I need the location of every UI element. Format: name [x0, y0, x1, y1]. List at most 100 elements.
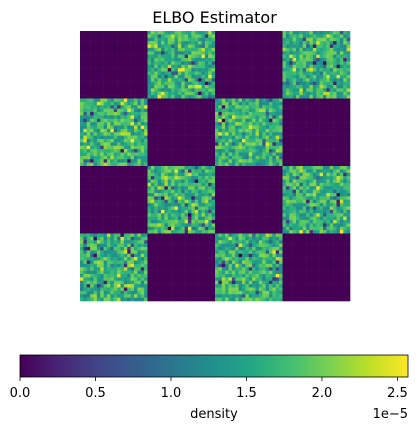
heatmap-cell [194, 47, 199, 52]
heatmap-cell [296, 44, 300, 49]
heatmap-cell [306, 233, 310, 238]
heatmap-cell [134, 101, 138, 106]
heatmap-cell [265, 209, 270, 214]
heatmap-cell [177, 68, 182, 72]
heatmap-cell [272, 176, 277, 180]
heatmap-cell [296, 186, 300, 190]
heatmap-cell [242, 189, 246, 194]
heatmap-cell [228, 220, 233, 224]
heatmap-cell [336, 152, 341, 157]
heatmap-cell [215, 64, 219, 69]
heatmap-cell [86, 78, 91, 82]
heatmap-cell [171, 118, 175, 123]
heatmap-cell [275, 44, 280, 49]
heatmap-cell [289, 172, 293, 177]
heatmap-cell [188, 91, 192, 96]
heatmap-cell [150, 162, 155, 167]
heatmap-cell [231, 122, 236, 126]
heatmap-cell [248, 31, 253, 35]
heatmap-cell [154, 189, 158, 194]
heatmap-cell [336, 166, 341, 170]
heatmap-cell [201, 209, 206, 214]
heatmap-cell [302, 105, 307, 109]
heatmap-cell [215, 169, 219, 174]
heatmap-cell [218, 193, 223, 197]
heatmap-cell [279, 91, 283, 96]
heatmap-cell [306, 226, 310, 231]
heatmap-cell [316, 37, 320, 42]
heatmap-cell [208, 74, 212, 79]
heatmap-cell [123, 71, 128, 76]
heatmap-cell [221, 162, 226, 167]
heatmap-cell [86, 152, 91, 157]
heatmap-cell [248, 37, 253, 42]
heatmap-cell [80, 34, 84, 39]
heatmap-cell [282, 74, 287, 79]
heatmap-cell [269, 74, 273, 79]
heatmap-cell [302, 166, 307, 170]
heatmap-cell [248, 149, 253, 153]
heatmap-cell [167, 206, 172, 211]
heatmap-cell [279, 125, 283, 130]
heatmap-cell [306, 172, 310, 177]
heatmap-cell [198, 122, 202, 126]
heatmap-cell [339, 85, 344, 89]
heatmap-cell [329, 169, 334, 174]
heatmap-cell [312, 155, 317, 160]
heatmap-cell [100, 118, 104, 123]
heatmap-cell [252, 193, 256, 197]
heatmap-cell [215, 105, 219, 109]
heatmap-cell [343, 112, 347, 116]
heatmap-cell [336, 74, 341, 79]
heatmap-cell [333, 98, 337, 103]
heatmap-cell [282, 223, 287, 228]
heatmap-cell [248, 220, 253, 224]
heatmap-cell [292, 186, 297, 190]
heatmap-cell [346, 162, 351, 167]
heatmap-cell [134, 47, 138, 52]
heatmap-cell [289, 128, 293, 133]
heatmap-cell [130, 78, 135, 82]
heatmap-cell [147, 37, 152, 42]
heatmap-cell [134, 186, 138, 190]
heatmap-cell [113, 155, 118, 160]
heatmap-cell [100, 125, 104, 130]
heatmap-cell [218, 61, 223, 66]
heatmap-cell [343, 135, 347, 140]
heatmap-cell [238, 169, 243, 174]
heatmap-cell [336, 220, 341, 224]
heatmap-cell [282, 206, 287, 211]
heatmap-cell [269, 112, 273, 116]
heatmap-cell [292, 91, 297, 96]
heatmap-cell [110, 172, 115, 177]
heatmap-cell [204, 108, 209, 113]
heatmap-cell [171, 159, 175, 163]
heatmap-cell [272, 74, 277, 79]
heatmap-cell [323, 213, 327, 217]
heatmap-cell [201, 159, 206, 163]
heatmap-cell [198, 139, 202, 143]
heatmap-cell [167, 85, 172, 89]
heatmap-cell [272, 61, 277, 66]
heatmap-cell [262, 155, 266, 160]
heatmap-cell [123, 31, 128, 35]
heatmap-cell [174, 193, 179, 197]
heatmap-cell [306, 44, 310, 49]
heatmap-cell [225, 162, 229, 167]
heatmap-cell [154, 91, 158, 96]
heatmap-cell [120, 108, 125, 113]
heatmap-cell [292, 189, 297, 194]
heatmap-cell [150, 223, 155, 228]
heatmap-cell [157, 118, 162, 123]
heatmap-cell [140, 223, 145, 228]
heatmap-cell [221, 112, 226, 116]
heatmap-cell [215, 186, 219, 190]
heatmap-cell [86, 209, 91, 214]
heatmap-cell [211, 142, 216, 147]
heatmap-cell [110, 101, 115, 106]
heatmap-cell [299, 101, 304, 106]
heatmap-cell [140, 230, 145, 234]
heatmap-cell [86, 172, 91, 177]
heatmap-cell [107, 159, 111, 163]
heatmap-cell [309, 98, 314, 103]
